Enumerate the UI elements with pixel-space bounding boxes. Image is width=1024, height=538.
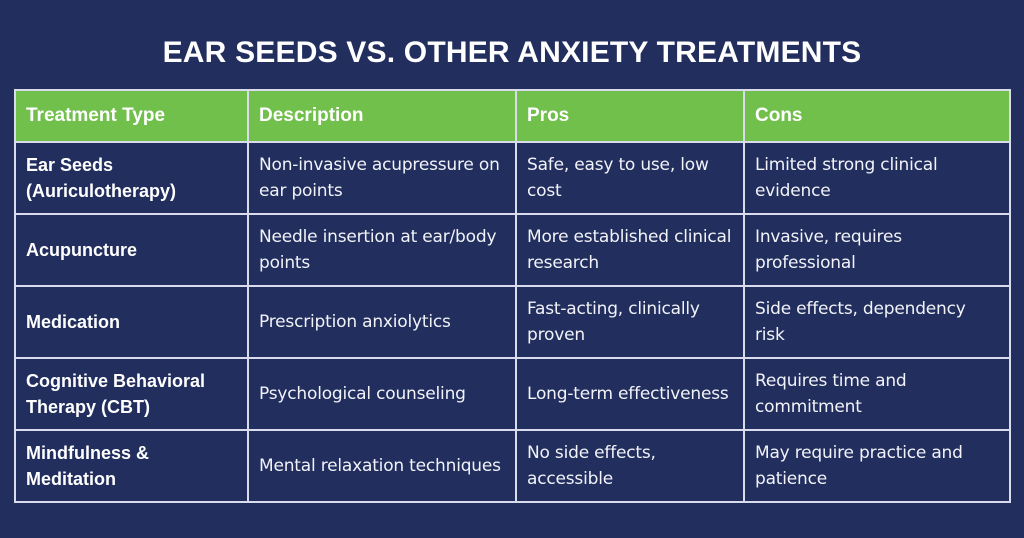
table-row: Medication Prescription anxiolytics Fast… — [14, 285, 1011, 359]
header-treatment-type: Treatment Type — [14, 89, 249, 143]
cons-cell: May require practice and patience — [743, 429, 1011, 503]
pros-cell: More established clinical research — [515, 213, 745, 287]
cons-cell: Limited strong clinical evidence — [743, 141, 1011, 215]
description-cell: Mental relaxation techniques — [247, 429, 517, 503]
header-cons: Cons — [743, 89, 1011, 143]
table-row: Acupuncture Needle insertion at ear/body… — [14, 213, 1011, 287]
page-title: EAR SEEDS VS. OTHER ANXIETY TREATMENTS — [162, 36, 862, 69]
description-cell: Psychological counseling — [247, 357, 517, 431]
table-row: Ear Seeds (Auriculotherapy) Non-invasive… — [14, 141, 1011, 215]
table-row: Cognitive Behavioral Therapy (CBT) Psych… — [14, 357, 1011, 431]
pros-cell: Fast-acting, clinically proven — [515, 285, 745, 359]
treatment-type-cell: Mindfulness & Meditation — [14, 429, 249, 503]
description-cell: Non-invasive acupressure on ear points — [247, 141, 517, 215]
comparison-table: Treatment Type Description Pros Cons Ear… — [14, 89, 1011, 503]
header-row: Treatment Type Description Pros Cons — [14, 89, 1011, 143]
table-body: Ear Seeds (Auriculotherapy) Non-invasive… — [14, 141, 1011, 503]
table-header: Treatment Type Description Pros Cons — [14, 89, 1011, 143]
treatment-type-cell: Ear Seeds (Auriculotherapy) — [14, 141, 249, 215]
header-description: Description — [247, 89, 517, 143]
cons-cell: Invasive, requires professional — [743, 213, 1011, 287]
treatment-type-cell: Acupuncture — [14, 213, 249, 287]
treatment-type-cell: Cognitive Behavioral Therapy (CBT) — [14, 357, 249, 431]
pros-cell: Safe, easy to use, low cost — [515, 141, 745, 215]
treatment-type-cell: Medication — [14, 285, 249, 359]
cons-cell: Requires time and commitment — [743, 357, 1011, 431]
cons-cell: Side effects, dependency risk — [743, 285, 1011, 359]
header-pros: Pros — [515, 89, 745, 143]
description-cell: Prescription anxiolytics — [247, 285, 517, 359]
table-row: Mindfulness & Meditation Mental relaxati… — [14, 429, 1011, 503]
pros-cell: Long-term effectiveness — [515, 357, 745, 431]
pros-cell: No side effects, accessible — [515, 429, 745, 503]
description-cell: Needle insertion at ear/body points — [247, 213, 517, 287]
